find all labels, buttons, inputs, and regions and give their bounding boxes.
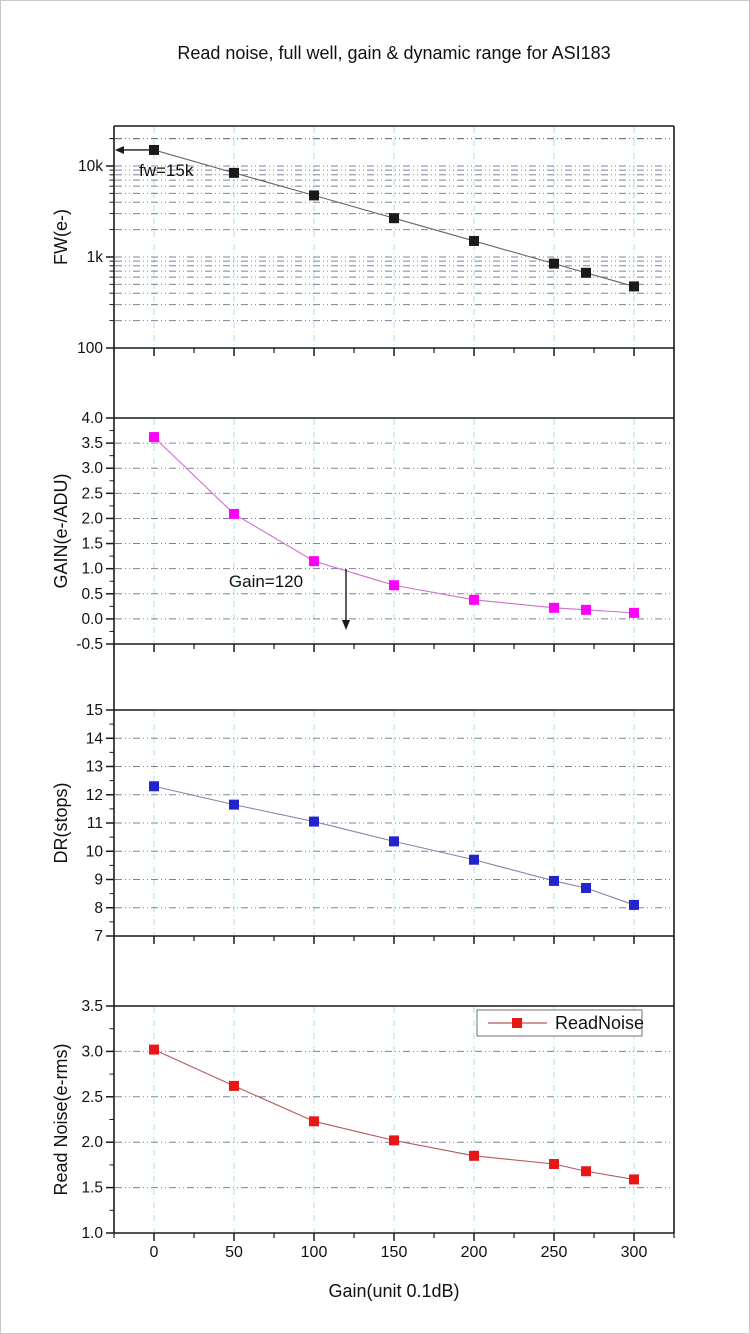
dr-data-point <box>469 854 479 865</box>
y-tick-label: 3.5 <box>81 998 103 1015</box>
y-tick-label: 10k <box>78 158 103 175</box>
readnoise-data-point <box>629 1174 639 1185</box>
y-tick-label: 3.0 <box>81 1043 103 1060</box>
chart-title: Read noise, full well, gain & dynamic ra… <box>177 43 611 63</box>
fw-data-point <box>469 235 479 246</box>
fw-data-point <box>629 281 639 292</box>
readnoise-data-point <box>149 1044 159 1055</box>
y-axis-title-gain: GAIN(e-/ADU) <box>51 473 71 588</box>
x-tick-label: 100 <box>301 1244 328 1261</box>
legend-label: ReadNoise <box>555 1013 644 1033</box>
y-tick-label: 15 <box>86 702 103 719</box>
fw-annotation-text: fw=15k <box>139 161 194 180</box>
readnoise-data-point <box>229 1080 239 1091</box>
y-tick-label: 1.5 <box>81 536 103 553</box>
readnoise-data-point <box>469 1150 479 1161</box>
fw-series-line <box>153 149 635 287</box>
y-tick-label: 7 <box>94 928 103 945</box>
fw-data-point <box>309 190 319 201</box>
gain-data-point <box>149 432 159 443</box>
y-tick-label: 10 <box>86 843 104 860</box>
gain-data-point <box>549 602 559 613</box>
axis-ticks <box>106 138 675 1241</box>
y-tick-label: 13 <box>86 759 103 776</box>
y-tick-label: 3.0 <box>81 460 103 477</box>
axis-labels: 10k1k100FW(e-)-0.50.00.51.01.52.02.53.03… <box>51 158 647 1301</box>
y-tick-label: 8 <box>94 900 103 917</box>
gain-arrow-head <box>342 620 350 630</box>
readnoise-data-point <box>581 1166 591 1177</box>
dr-data-point <box>229 799 239 810</box>
dr-data-point <box>149 781 159 792</box>
readnoise-data-point <box>389 1135 399 1146</box>
legend-marker <box>512 1018 522 1028</box>
dr-data-point <box>389 836 399 847</box>
y-tick-label: -0.5 <box>76 636 103 653</box>
fw-arrow-head <box>115 145 124 154</box>
x-tick-label: 200 <box>461 1244 488 1261</box>
gain-data-point <box>629 607 639 618</box>
y-axis-title-readnoise: Read Noise(e-rms) <box>51 1043 71 1195</box>
y-tick-label: 1.5 <box>81 1180 103 1197</box>
y-axis-title-dr: DR(stops) <box>51 782 71 863</box>
y-tick-label: 12 <box>86 787 103 804</box>
y-tick-label: 0.5 <box>81 586 103 603</box>
y-tick-label: 1k <box>87 249 104 266</box>
gain-series-line <box>153 436 635 614</box>
y-tick-label: 11 <box>87 815 103 832</box>
dr-data-point <box>549 875 559 886</box>
y-tick-label: 2.5 <box>81 485 103 502</box>
y-tick-label: 3.5 <box>81 435 103 452</box>
y-tick-label: 1.0 <box>81 1225 103 1242</box>
y-tick-label: 1.0 <box>81 561 103 578</box>
gain-annotation-text: Gain=120 <box>229 572 303 591</box>
fw-data-point <box>229 167 239 178</box>
gain-data-point <box>389 580 399 591</box>
dr-data-point <box>309 816 319 827</box>
x-tick-label: 0 <box>150 1244 159 1261</box>
dr-series-line <box>153 785 635 906</box>
y-tick-label: 9 <box>94 872 103 889</box>
readnoise-data-point <box>309 1116 319 1127</box>
gridlines <box>115 127 673 1232</box>
annotations: fw=15k Gain=120 ReadNoise <box>115 145 644 1037</box>
dr-data-point <box>581 882 591 893</box>
gain-data-point <box>229 508 239 519</box>
series <box>149 144 639 1185</box>
gain-data-point <box>581 604 591 615</box>
readnoise-data-point <box>549 1158 559 1169</box>
dr-data-point <box>629 899 639 910</box>
x-tick-label: 50 <box>225 1244 243 1261</box>
x-tick-label: 150 <box>381 1244 408 1261</box>
fw-data-point <box>581 267 591 278</box>
y-tick-label: 100 <box>77 340 103 357</box>
x-tick-label: 250 <box>541 1244 568 1261</box>
y-tick-label: 4.0 <box>81 410 103 427</box>
gain-data-point <box>469 594 479 605</box>
y-tick-label: 2.0 <box>81 510 103 527</box>
y-tick-label: 2.5 <box>81 1089 103 1106</box>
gain-data-point <box>309 556 319 567</box>
readnoise-series-line <box>153 1049 635 1180</box>
y-tick-label: 14 <box>86 730 104 747</box>
y-tick-label: 0.0 <box>81 611 103 628</box>
y-axis-title-fw: FW(e-) <box>51 209 71 265</box>
y-tick-label: 2.0 <box>81 1134 103 1151</box>
x-tick-label: 300 <box>621 1244 648 1261</box>
fw-data-point <box>549 258 559 269</box>
fw-data-point <box>389 213 399 224</box>
x-axis-title: Gain(unit 0.1dB) <box>328 1281 459 1301</box>
